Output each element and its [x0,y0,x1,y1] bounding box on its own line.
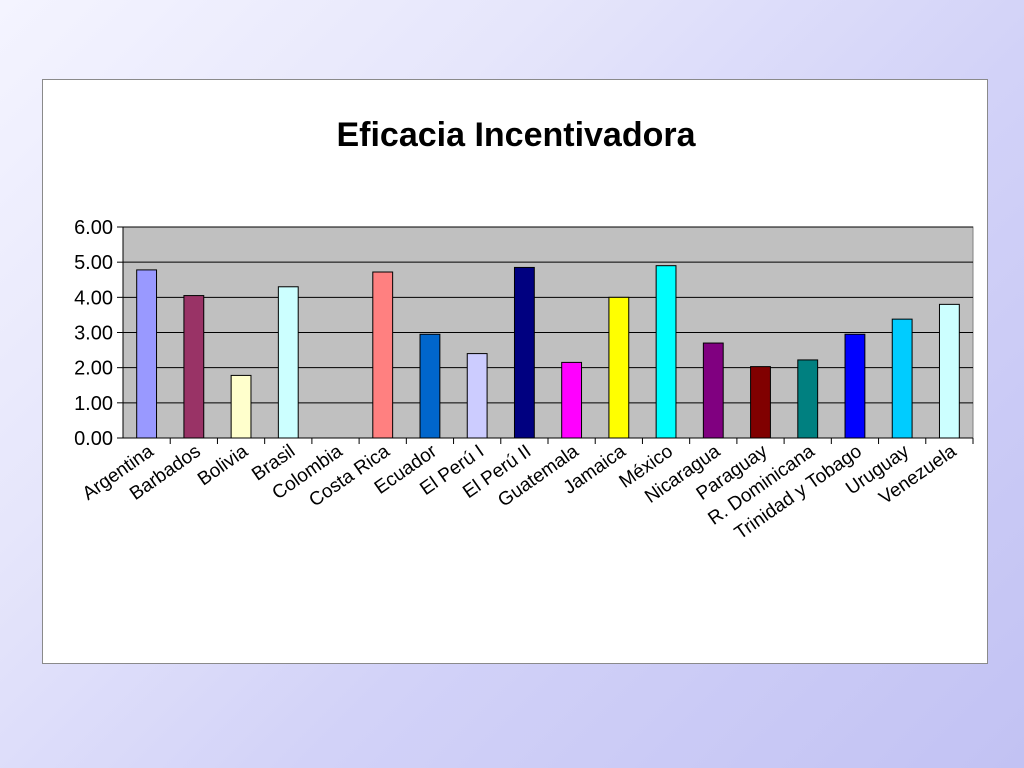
bar-paraguay [750,366,771,439]
bar-m-xico [655,265,677,439]
chart-title: Eficacia Incentivadora [336,116,696,154]
bar-guatemala [561,361,583,439]
bar-costa-rica [372,271,394,439]
bar-venezuela [938,303,960,439]
bar-uruguay [891,318,913,439]
y-tick-label: 2.00 [74,358,113,380]
bar-trinidad-y-tobago [844,333,866,439]
bar-el-per-i [466,353,488,439]
bar-ecuador [419,333,441,439]
bar-nicaragua [702,342,724,439]
y-tick-label: 0.00 [74,428,113,450]
bar-bolivia [230,374,252,439]
x-category-label: Bolivia [194,441,252,491]
bar-jamaica [608,296,630,439]
y-tick-label: 1.00 [74,393,113,415]
bar-chart: Eficacia Incentivadora 0.00 1.00 2.00 3.00 4… [74,116,974,544]
y-tick-label: 4.00 [74,287,113,309]
bar-brasil [277,286,299,439]
y-tick-label: 6.00 [74,217,113,239]
bar-barbados [183,295,205,439]
plot-area: 0.001.002.003.004.005.006.00ArgentinaBar… [74,217,974,544]
chart-panel: Eficacia Incentivadora 0.00 1.00 2.00 3.00 4… [42,79,988,664]
y-tick-label: 3.00 [74,323,113,345]
bar-el-per-ii [513,266,535,439]
bar-argentina [136,269,158,439]
y-tick-label: 5.00 [74,252,113,274]
bar-r-dominicana [797,359,819,439]
